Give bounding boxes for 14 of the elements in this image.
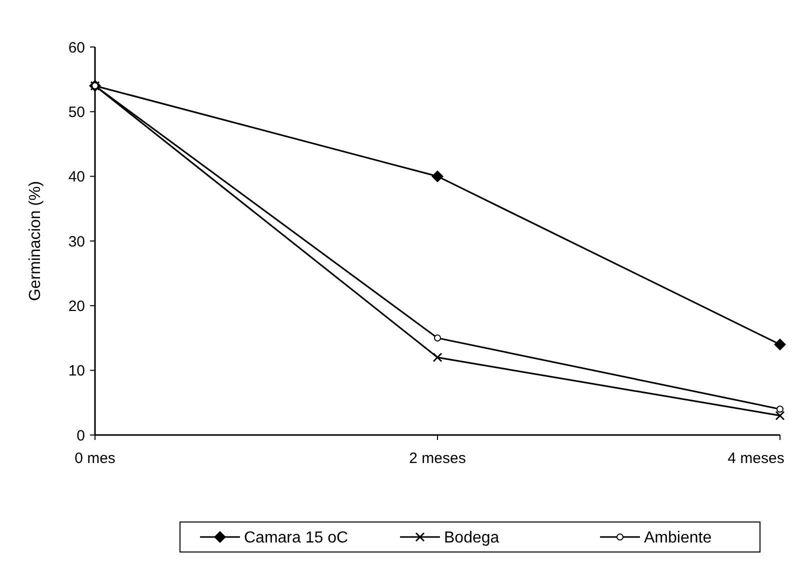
legend-label: Bodega	[444, 530, 500, 547]
x-tick-label: 2 meses	[409, 450, 466, 467]
y-tick-label: 50	[68, 104, 85, 121]
x-tick-label: 0 mes	[74, 450, 116, 467]
y-tick-label: 60	[68, 39, 85, 56]
legend-label: Ambiente	[644, 530, 712, 547]
y-tick-label: 0	[76, 427, 85, 444]
y-tick-label: 40	[68, 168, 85, 186]
y-axis-title: Germinacion (%)	[27, 180, 44, 302]
legend-label: Camara 15 oC	[244, 530, 348, 547]
y-tick-label: 20	[68, 298, 85, 315]
x-tick-label: 4 meses	[728, 450, 784, 467]
y-tick-label: 30	[68, 233, 85, 250]
y-tick-label: 10	[68, 362, 85, 380]
